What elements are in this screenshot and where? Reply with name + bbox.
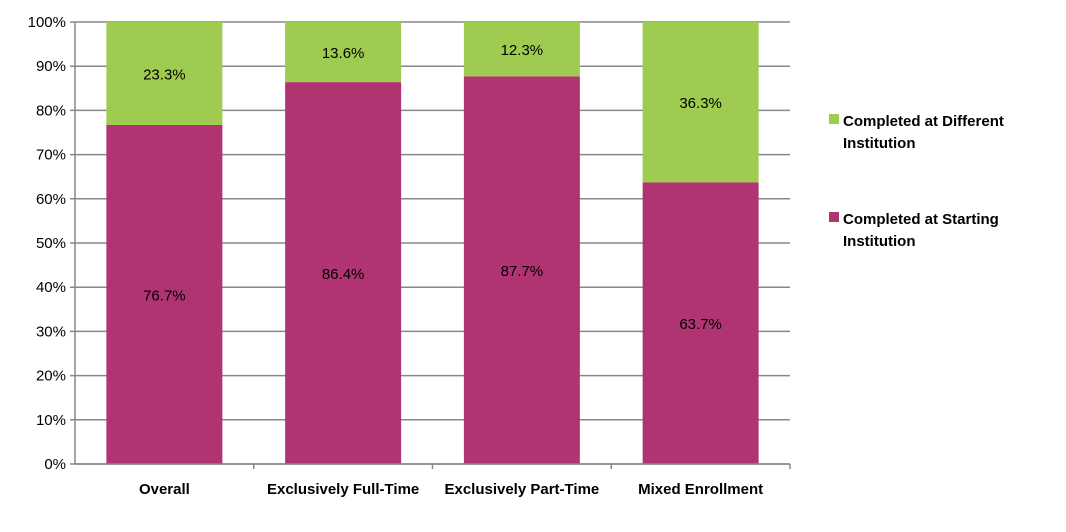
x-tick-label: Exclusively Part-Time (444, 481, 599, 498)
legend-label: Completed at Different (843, 113, 1004, 130)
data-label: 63.7% (679, 316, 722, 333)
bar-segment (463, 22, 580, 77)
y-tick-label: 10% (36, 412, 66, 429)
data-label: 87.7% (501, 263, 544, 280)
legend-swatch (829, 212, 839, 222)
y-tick-label: 80% (36, 102, 66, 119)
x-tick-label: Exclusively Full-Time (267, 481, 419, 498)
bar-segment (285, 82, 402, 464)
y-tick-label: 20% (36, 368, 66, 385)
bar-segment (106, 124, 223, 465)
x-tick-label: Overall (139, 481, 190, 498)
x-tick-label: Mixed Enrollment (638, 481, 763, 498)
data-label: 12.3% (501, 42, 544, 59)
y-tick-label: 70% (36, 147, 66, 164)
data-label: 36.3% (679, 95, 722, 112)
data-label: 13.6% (322, 45, 365, 62)
bar-segment (285, 22, 402, 83)
legend-swatch (829, 114, 839, 124)
data-label: 23.3% (143, 66, 186, 83)
y-tick-label: 30% (36, 323, 66, 340)
bar-segment (642, 22, 759, 183)
data-label: 76.7% (143, 287, 186, 304)
bar-segment (463, 76, 580, 464)
legend-label: Completed at Starting (843, 211, 999, 228)
y-tick-label: 60% (36, 191, 66, 208)
legend-label: Institution (843, 135, 915, 152)
legend-label: Institution (843, 233, 915, 250)
data-label: 86.4% (322, 266, 365, 283)
y-tick-label: 90% (36, 58, 66, 75)
bar-segment (642, 182, 759, 465)
y-tick-label: 50% (36, 235, 66, 252)
y-tick-label: 0% (44, 456, 66, 473)
y-tick-label: 100% (28, 14, 66, 31)
bar-segment (106, 22, 223, 125)
y-tick-label: 40% (36, 279, 66, 296)
